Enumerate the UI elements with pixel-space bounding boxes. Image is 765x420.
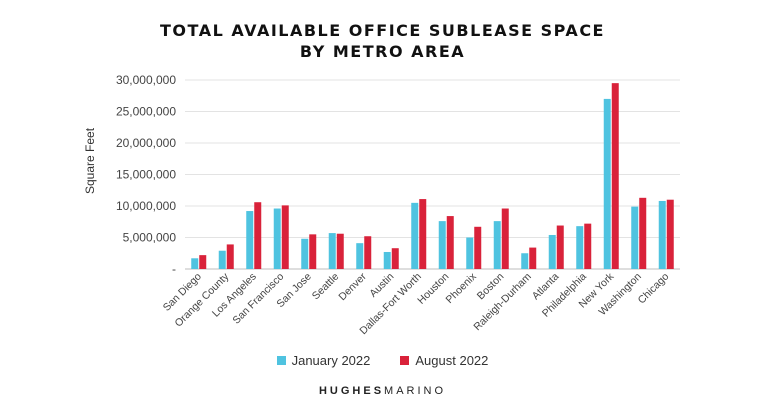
bar-january <box>301 238 309 269</box>
legend-swatch-august <box>400 356 410 365</box>
legend: January 2022 August 2022 <box>0 353 765 368</box>
bar-january <box>631 206 639 269</box>
bar-january <box>466 237 474 269</box>
bar-january <box>383 251 391 269</box>
bar-august <box>199 255 207 269</box>
bar-january <box>246 211 254 269</box>
bar-august <box>254 202 262 269</box>
bar-august <box>309 234 317 269</box>
bar-august <box>281 205 289 269</box>
bar-august <box>529 247 537 269</box>
bar-august <box>419 199 427 269</box>
bar-january <box>356 243 364 269</box>
brand-logo-part2: MARINO <box>384 385 447 397</box>
x-tick-label: Denver <box>336 270 369 303</box>
legend-label-august: August 2022 <box>415 353 489 368</box>
bar-january <box>411 202 419 269</box>
y-tick-label: 10,000,000 <box>116 199 176 213</box>
y-tick-label: 5,000,000 <box>123 231 177 245</box>
y-tick-label: 25,000,000 <box>116 105 176 119</box>
bar-january <box>493 221 501 269</box>
chart-title-line2: BY METRO AREA <box>299 42 466 61</box>
bar-august <box>501 208 509 269</box>
bar-january <box>521 253 529 269</box>
legend-label-january: January 2022 <box>291 353 371 368</box>
brand-logo-part1: HUGHES <box>318 385 385 397</box>
x-tick-label: Seattle <box>310 271 342 303</box>
bar-january <box>658 200 666 269</box>
y-axis-ticks: - 5,000,000 10,000,000 15,000,000 20,000,000… <box>116 73 176 276</box>
y-tick-label: 20,000,000 <box>116 136 176 150</box>
y-tick-label: - <box>172 262 176 276</box>
bar-august <box>474 226 482 269</box>
bar-chart: - 5,000,000 10,000,000 15,000,000 20,000,000… <box>83 73 680 337</box>
y-tick-label: 30,000,000 <box>116 73 176 87</box>
legend-swatch-january <box>276 356 286 365</box>
bars <box>191 83 674 270</box>
bar-august <box>391 248 399 269</box>
bar-august <box>446 216 454 269</box>
bar-august <box>336 233 344 269</box>
chart-title-line1: TOTAL AVAILABLE OFFICE SUBLEASE SPACE <box>160 21 605 40</box>
bar-january <box>218 250 226 269</box>
brand-logo: HUGHESMARINO <box>0 385 765 397</box>
chart-title: TOTAL AVAILABLE OFFICE SUBLEASE SPACE BY… <box>0 20 765 62</box>
y-axis-label: Square Feet <box>83 127 97 194</box>
y-tick-label: 15,000,000 <box>116 168 176 182</box>
bar-august <box>584 223 592 269</box>
gridlines <box>185 79 680 270</box>
bar-january <box>273 208 281 269</box>
bar-january <box>328 233 336 269</box>
x-tick-label: Chicago <box>636 271 672 307</box>
bar-august <box>556 225 564 269</box>
legend-item-january: January 2022 <box>276 353 371 368</box>
bar-august <box>611 83 619 270</box>
bar-august <box>226 244 234 269</box>
bar-january <box>191 258 199 269</box>
legend-item-august: August 2022 <box>400 353 488 368</box>
bar-january <box>438 221 446 269</box>
bar-august <box>364 236 372 269</box>
bar-august <box>666 199 674 269</box>
bar-august <box>639 197 647 269</box>
bar-january <box>603 98 611 270</box>
bar-january <box>548 234 556 269</box>
bar-january <box>576 226 584 269</box>
x-tick-label: Phoenix <box>444 270 480 306</box>
